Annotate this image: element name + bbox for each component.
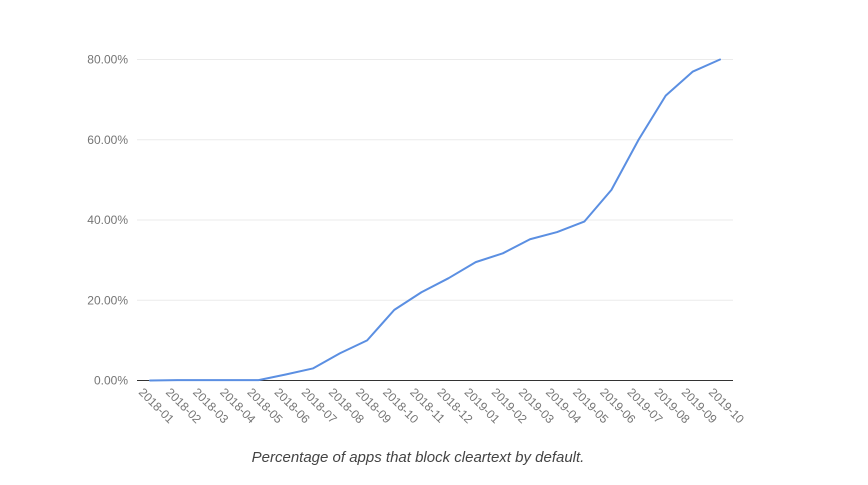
data-point [719, 59, 721, 61]
data-point [393, 309, 395, 311]
data-point [366, 339, 368, 341]
data-point [556, 231, 558, 233]
data-point [665, 95, 667, 97]
data-point [692, 71, 694, 73]
data-point [448, 277, 450, 279]
data-point [258, 379, 260, 381]
data-point [610, 189, 612, 191]
y-tick-label: 0.00% [94, 374, 128, 388]
y-tick-label: 20.00% [87, 293, 128, 307]
data-point [638, 139, 640, 141]
gridlines [137, 59, 733, 301]
data-point [529, 238, 531, 240]
data-point [583, 221, 585, 223]
data-point [339, 352, 341, 354]
data-point [475, 261, 477, 263]
data-point [176, 379, 178, 381]
data-point [502, 252, 504, 254]
data-point [149, 380, 151, 382]
data-point [312, 367, 314, 369]
x-axis-tick-labels: 2018-012018-022018-032018-042018-052018-… [136, 385, 747, 426]
data-point [203, 379, 205, 381]
data-point [285, 373, 287, 375]
data-point [420, 291, 422, 293]
y-tick-label: 60.00% [87, 133, 128, 147]
line-chart: 0.00% 20.00% 40.00% 60.00% 80.00% 2018-01201… [87, 53, 747, 427]
data-point [230, 379, 232, 381]
series-line [149, 58, 721, 382]
series-layer [149, 58, 721, 382]
y-tick-label: 40.00% [87, 213, 128, 227]
y-axis-tick-labels: 0.00% 20.00% 40.00% 60.00% 80.00% [87, 53, 128, 388]
chart-caption: Percentage of apps that block cleartext … [251, 449, 585, 466]
y-tick-label: 80.00% [87, 53, 128, 67]
